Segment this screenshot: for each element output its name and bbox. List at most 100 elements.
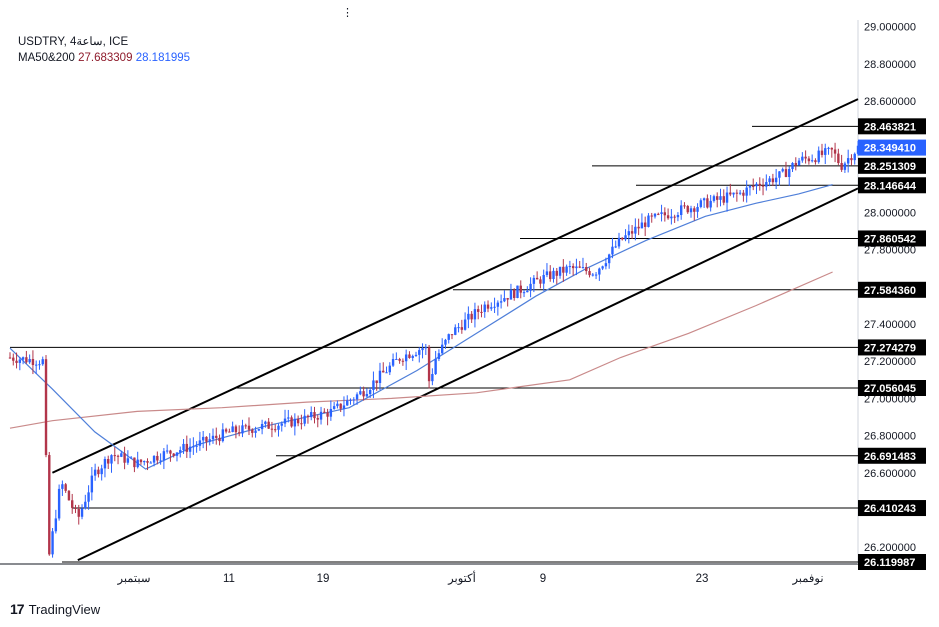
candle-body: [748, 185, 752, 188]
channel-lower-line: [77, 187, 859, 562]
candle-body: [804, 156, 807, 159]
candle-body: [87, 492, 90, 502]
level-label-box: [858, 281, 926, 298]
current-price-box: [858, 139, 926, 156]
candle-body: [175, 452, 179, 456]
candle-body: [378, 370, 382, 384]
candle-body: [300, 423, 303, 425]
candle-body: [57, 488, 61, 519]
candle-body: [165, 450, 169, 452]
candle-body: [77, 509, 80, 517]
candle-body: [38, 364, 41, 366]
candle-body: [241, 425, 244, 434]
level-label: 26.691483: [864, 451, 916, 463]
candle-body: [310, 412, 313, 418]
candle-body: [440, 344, 444, 354]
candle-body: [519, 285, 522, 293]
candle-body: [251, 429, 254, 433]
candle-body: [454, 327, 457, 335]
candle-body: [627, 231, 631, 236]
candle-body: [833, 149, 837, 154]
candle-body: [657, 213, 660, 215]
candle-body: [542, 274, 545, 284]
candle-body: [280, 423, 283, 426]
candle-body: [352, 399, 355, 401]
candle-body: [663, 212, 667, 216]
candle-body: [208, 439, 211, 442]
candle-body: [601, 266, 604, 269]
candle-body: [591, 274, 594, 276]
candle-body: [41, 359, 44, 365]
candle-body: [765, 182, 768, 187]
candle-body: [617, 237, 621, 247]
x-tick-label: سبتمبر: [116, 573, 150, 585]
candle-body: [274, 429, 277, 431]
candle-body: [660, 212, 663, 214]
symbol-line[interactable]: USDTRY, 4ساعة, ICE: [18, 36, 129, 48]
plot-area: [0, 20, 860, 565]
y-tick-label: 28.800000: [864, 59, 916, 71]
candle-body: [54, 518, 58, 532]
y-tick-label: 26.800000: [864, 431, 916, 443]
candle-body: [224, 429, 228, 432]
candle-body: [477, 309, 480, 312]
candle-body: [643, 222, 647, 227]
candle-body: [156, 455, 159, 461]
candle-body: [562, 266, 565, 273]
candle-body: [136, 459, 139, 468]
candle-body: [503, 298, 506, 302]
y-tick-label: 28.000000: [864, 208, 916, 220]
candle-body: [578, 266, 581, 268]
candle-body: [355, 394, 359, 400]
candle-body: [434, 358, 437, 375]
candle-body: [653, 213, 657, 217]
candle-body: [34, 364, 38, 366]
candle-body: [113, 455, 116, 457]
candle-body: [21, 357, 25, 360]
candle-body: [120, 453, 123, 457]
level-label-box: [858, 118, 926, 135]
candle-body: [549, 271, 552, 280]
candle-body: [722, 196, 725, 203]
price-axis: 29.000000 28.800000 28.600000 28.000000 27.8…: [858, 22, 926, 571]
candle-body: [80, 508, 84, 517]
candle-body: [293, 418, 297, 427]
candle-body: [28, 359, 31, 363]
candle-body: [84, 501, 87, 509]
candle-body: [457, 327, 460, 329]
candle-body: [712, 196, 716, 201]
candle-body: [571, 266, 575, 269]
chart-legend: USDTRY, 4ساعة, ICE MA50&200 27.683309 28…: [18, 34, 190, 66]
candle-body: [408, 354, 411, 358]
candle-body: [807, 158, 811, 162]
candle-body: [840, 163, 843, 170]
candle-body: [552, 270, 555, 280]
candle-body: [126, 458, 130, 463]
candle-body: [801, 156, 804, 161]
menu-dots-icon[interactable]: ⋮: [342, 7, 353, 19]
candle-body: [336, 403, 339, 407]
candle-body: [817, 150, 820, 163]
candle-body: [467, 313, 470, 320]
candle-body: [621, 237, 624, 240]
candle-body: [568, 266, 572, 268]
candle-body: [149, 462, 152, 464]
candle-body: [267, 421, 270, 429]
candle-body: [15, 360, 18, 363]
candle-body: [545, 271, 549, 275]
candle-body: [774, 177, 778, 183]
candle-body: [116, 455, 120, 457]
candle-body: [594, 274, 598, 276]
candle-body: [12, 357, 15, 361]
ma-line[interactable]: MA50&200 27.683309 28.181995: [18, 50, 190, 66]
candle-body: [499, 301, 503, 303]
candle-body: [418, 350, 421, 355]
tradingview-footer[interactable]: 17 TradingView: [10, 601, 100, 617]
candle-body: [326, 412, 329, 417]
candle-body: [319, 411, 323, 420]
candle-body: [349, 399, 352, 401]
candle-body: [575, 266, 578, 269]
candle-body: [693, 208, 696, 212]
channel-upper-line: [51, 98, 859, 474]
